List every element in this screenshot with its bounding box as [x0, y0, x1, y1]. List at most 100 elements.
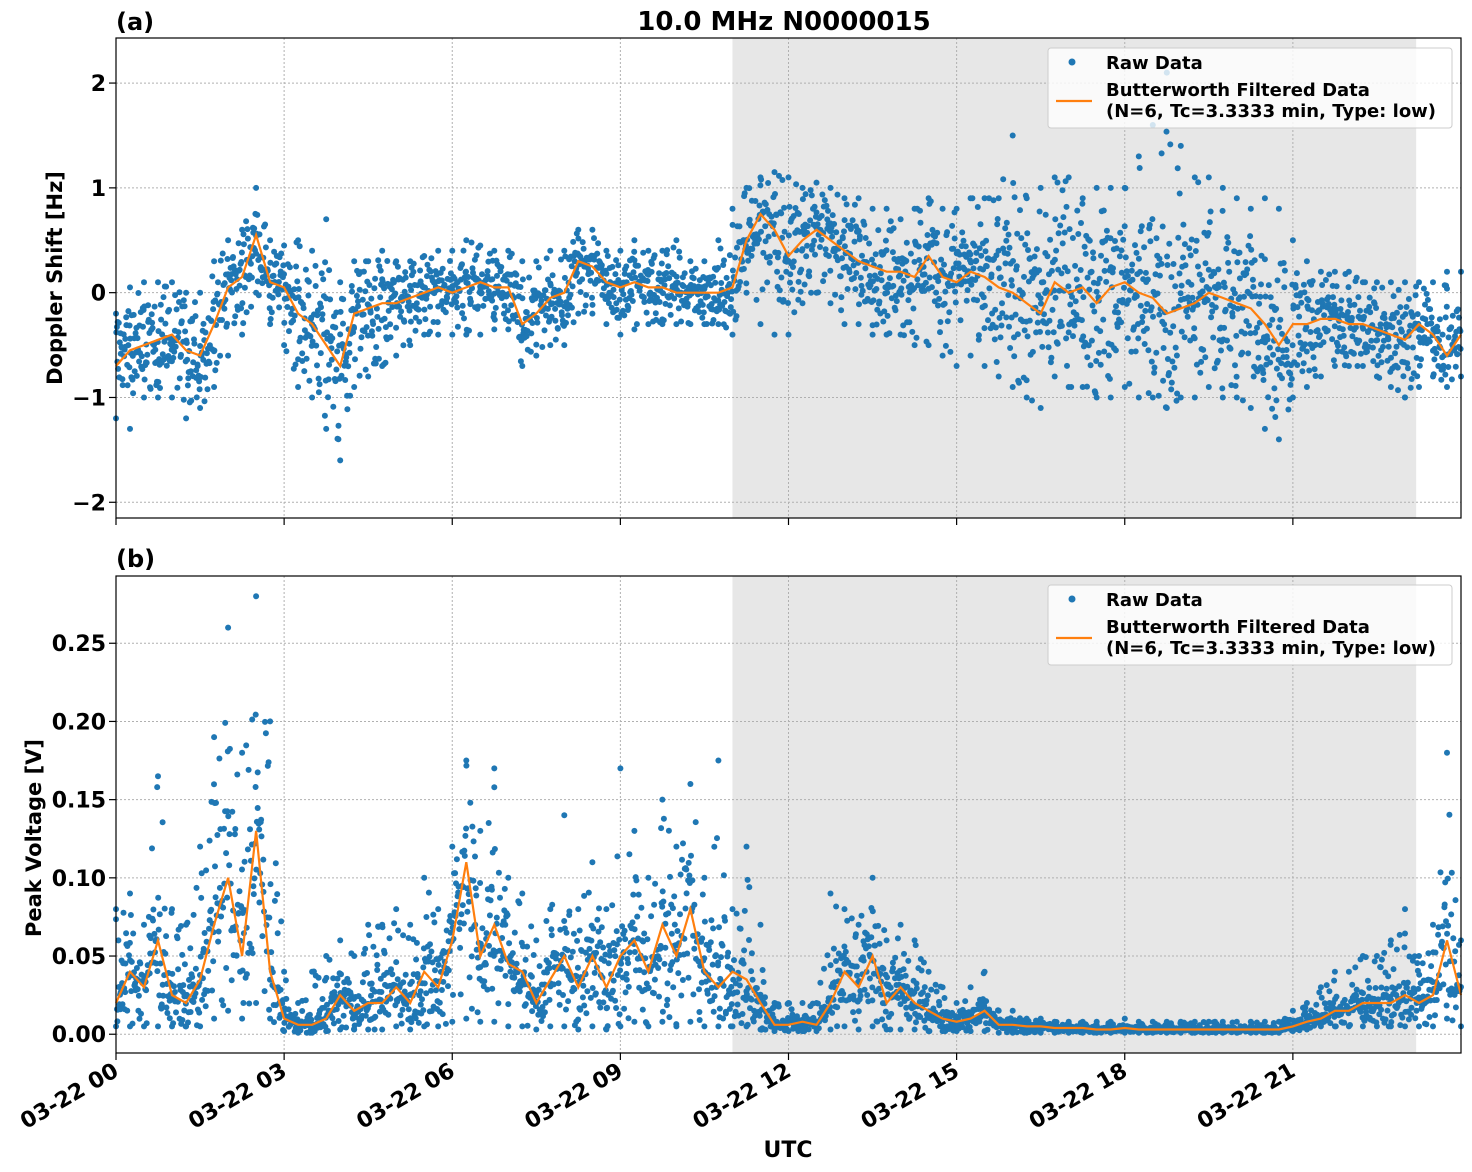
raw-data-point: [453, 856, 460, 863]
raw-data-point: [238, 305, 245, 312]
raw-data-point: [1055, 230, 1062, 237]
raw-data-point: [1206, 286, 1213, 293]
panel-a-legend-raw-label: Raw Data: [1106, 53, 1203, 74]
raw-data-point: [1065, 329, 1072, 336]
raw-data-point: [1269, 316, 1276, 323]
raw-data-point: [870, 297, 877, 304]
raw-data-point: [770, 220, 777, 227]
raw-data-point: [581, 308, 588, 315]
raw-data-point: [130, 311, 137, 318]
raw-data-point: [338, 971, 344, 978]
raw-data-point: [430, 319, 437, 325]
raw-data-point: [841, 943, 848, 950]
raw-data-point: [1346, 297, 1353, 304]
raw-data-point: [857, 992, 864, 999]
raw-data-point: [161, 905, 168, 912]
raw-data-point: [1098, 252, 1104, 259]
raw-data-point: [536, 963, 543, 970]
raw-data-point: [1011, 194, 1018, 201]
raw-data-point: [1048, 354, 1055, 361]
raw-data-point: [1078, 220, 1084, 226]
raw-data-point: [1191, 394, 1198, 401]
raw-data-point: [1261, 195, 1268, 202]
raw-data-point: [947, 348, 954, 355]
raw-data-point: [1298, 299, 1305, 306]
raw-data-point: [699, 891, 706, 898]
raw-data-point: [238, 249, 245, 256]
raw-data-point: [552, 305, 559, 312]
raw-data-point: [727, 304, 734, 311]
raw-data-point: [1079, 195, 1086, 202]
raw-data-point: [209, 987, 216, 994]
raw-data-point: [621, 312, 628, 319]
raw-data-point: [878, 277, 885, 284]
raw-data-point: [505, 326, 512, 333]
raw-data-point: [1254, 368, 1261, 375]
raw-data-point: [1103, 278, 1110, 285]
raw-data-point: [866, 975, 873, 982]
raw-data-point: [1106, 375, 1113, 382]
raw-data-point: [731, 957, 737, 964]
raw-data-point: [1137, 228, 1144, 235]
raw-data-point: [1064, 268, 1071, 275]
raw-data-point: [602, 951, 609, 958]
raw-data-point: [748, 968, 755, 975]
raw-data-point: [464, 908, 471, 915]
raw-data-point: [157, 960, 164, 967]
raw-data-point: [274, 930, 281, 937]
raw-data-point: [600, 944, 607, 951]
raw-data-point: [127, 284, 133, 291]
raw-data-point: [187, 1009, 194, 1015]
raw-data-point: [926, 274, 933, 281]
raw-data-point: [120, 331, 127, 338]
raw-data-point: [1412, 292, 1419, 299]
raw-data-point: [491, 316, 498, 323]
raw-data-point: [472, 853, 478, 860]
raw-data-point: [843, 201, 850, 208]
raw-data-point: [1452, 363, 1459, 370]
raw-data-point: [412, 327, 419, 334]
raw-data-point: [129, 376, 136, 383]
raw-data-point: [674, 928, 681, 934]
raw-data-point: [155, 379, 162, 385]
raw-data-point: [680, 840, 686, 847]
raw-data-point: [163, 1004, 170, 1011]
raw-data-point: [1390, 293, 1397, 300]
raw-data-point: [1002, 225, 1009, 232]
panel-a-y-ticks: 210−1−2: [72, 72, 116, 516]
raw-data-point: [394, 263, 401, 270]
raw-data-point: [221, 825, 227, 832]
raw-data-point: [892, 954, 899, 961]
raw-data-point: [613, 928, 620, 935]
raw-data-point: [671, 921, 678, 928]
raw-data-point: [621, 1005, 628, 1012]
raw-data-point: [1040, 279, 1047, 286]
raw-data-point: [1424, 296, 1431, 303]
raw-data-point: [652, 310, 659, 317]
raw-data-point: [691, 901, 698, 908]
raw-data-point: [1252, 293, 1259, 300]
raw-data-point: [1296, 351, 1303, 358]
y-tick-label: −2: [72, 491, 106, 516]
raw-data-point: [362, 366, 369, 373]
raw-data-point: [734, 989, 741, 996]
raw-data-point: [1204, 297, 1211, 304]
raw-data-point: [236, 266, 243, 273]
raw-data-point: [1080, 333, 1087, 340]
raw-data-point: [933, 289, 940, 296]
raw-data-point: [864, 992, 871, 998]
raw-data-point: [538, 297, 545, 304]
raw-data-point: [123, 930, 130, 937]
raw-data-point: [486, 912, 493, 919]
raw-data-point: [459, 302, 466, 309]
raw-data-point: [299, 350, 306, 357]
raw-data-point: [825, 253, 832, 259]
raw-data-point: [1097, 361, 1104, 368]
raw-data-point: [1205, 384, 1212, 390]
raw-data-point: [821, 271, 828, 278]
raw-data-point: [424, 261, 431, 268]
raw-data-point: [1023, 377, 1030, 384]
raw-data-point: [776, 287, 783, 294]
raw-data-point: [211, 347, 218, 354]
raw-data-point: [1209, 308, 1216, 315]
